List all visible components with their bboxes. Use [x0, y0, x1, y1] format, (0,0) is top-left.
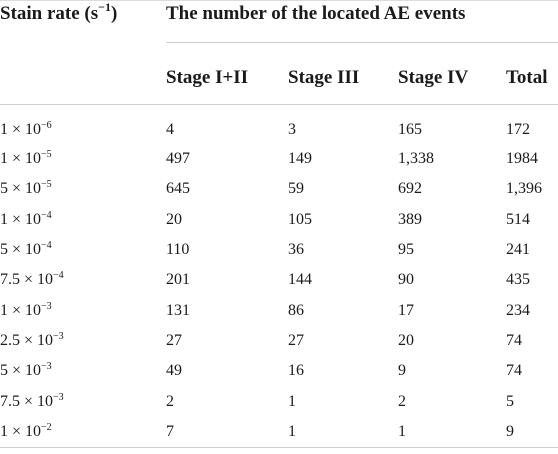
strain-rate-cell: 5 × 10−4 [0, 240, 52, 259]
table-row: 2.5 × 10−3 27 27 20 74 [0, 326, 558, 356]
stage-3-cell: 105 [288, 210, 312, 228]
table-body: 1 × 10−6 4 3 165 172 1 × 10−5 497 149 1,338 1984 5… [0, 105, 558, 448]
stage-3-cell: 1 [288, 416, 398, 448]
stage-3-cell: 27 [288, 331, 304, 349]
stage-1-2-cell: 27 [166, 331, 182, 349]
stage-1-2-header: Stage I+II [166, 66, 249, 88]
table-row: 1 × 10−4 20 105 389 514 [0, 205, 558, 235]
stage-4-cell: 389 [398, 210, 422, 228]
strain-rate-header: Stain rate (s−1) [0, 0, 118, 24]
header-row-1: Stain rate (s−1) The number of the locat… [0, 0, 558, 43]
stage-4-header: Stage IV [398, 66, 469, 88]
total-cell: 74 [506, 331, 522, 349]
table-row: 5 × 10−3 49 16 9 74 [0, 356, 558, 386]
stage-1-2-cell: 7 [166, 416, 288, 448]
table-row: 7.5 × 10−3 2 1 2 5 [0, 386, 558, 416]
total-cell: 172 [506, 120, 530, 138]
total-header: Total [506, 66, 548, 88]
stage-4-cell: 1,338 [398, 150, 434, 168]
stage-1-2-cell: 4 [166, 120, 174, 138]
table-row: 1 × 10−5 497 149 1,338 1984 [0, 144, 558, 174]
strain-rate-cell: 2.5 × 10−3 [0, 330, 64, 349]
stage-4-cell: 20 [398, 331, 414, 349]
strain-rate-cell: 1 × 10−3 [0, 300, 52, 319]
table-row: 1 × 10−6 4 3 165 172 [0, 105, 558, 145]
stage-3-cell: 149 [288, 150, 312, 168]
total-cell: 1,396 [506, 180, 542, 198]
table-row: 1 × 10−3 131 86 17 234 [0, 295, 558, 325]
stage-4-cell: 2 [398, 392, 406, 410]
strain-rate-cell: 7.5 × 10−3 [0, 391, 64, 410]
stage-3-cell: 36 [288, 241, 304, 259]
total-cell: 9 [506, 416, 558, 448]
table-row: 7.5 × 10−4 201 144 90 435 [0, 265, 558, 295]
total-cell: 241 [506, 241, 530, 259]
total-cell: 514 [506, 210, 530, 228]
stage-1-2-cell: 497 [166, 150, 190, 168]
strain-rate-cell: 7.5 × 10−4 [0, 270, 64, 289]
strain-rate-cell: 1 × 10−5 [0, 149, 52, 168]
ae-events-group-header: The number of the located AE events [166, 0, 558, 43]
stage-3-cell: 3 [288, 120, 296, 138]
stage-1-2-cell: 645 [166, 180, 190, 198]
stage-3-cell: 86 [288, 301, 304, 319]
table-header: Stain rate (s−1) The number of the locat… [0, 0, 558, 105]
stage-1-2-cell: 2 [166, 392, 174, 410]
table-row: 5 × 10−4 110 36 95 241 [0, 235, 558, 265]
stage-3-cell: 59 [288, 180, 304, 198]
header-row-2: Stage I+II Stage III Stage IV Total [0, 43, 558, 105]
stage-3-cell: 144 [288, 271, 312, 289]
strain-rate-cell: 5 × 10−5 [0, 179, 52, 198]
total-cell: 5 [506, 392, 514, 410]
stage-1-2-cell: 20 [166, 210, 182, 228]
strain-rate-cell: 1 × 10−4 [0, 209, 52, 228]
stage-1-2-cell: 201 [166, 271, 190, 289]
strain-rate-cell: 5 × 10−3 [0, 361, 52, 380]
total-cell: 234 [506, 301, 530, 319]
stage-4-cell: 17 [398, 301, 414, 319]
stage-4-cell: 165 [398, 120, 422, 138]
stage-4-cell: 95 [398, 241, 414, 259]
strain-rate-cell: 1 × 10−2 [0, 416, 166, 448]
stage-3-cell: 1 [288, 392, 296, 410]
table-row: 1 × 10−2 7 1 1 9 [0, 416, 558, 448]
table-row: 5 × 10−5 645 59 692 1,396 [0, 174, 558, 204]
total-cell: 74 [506, 362, 522, 380]
stage-1-2-cell: 131 [166, 301, 190, 319]
stage-1-2-cell: 110 [166, 241, 190, 259]
stage-3-header: Stage III [288, 66, 360, 88]
strain-rate-cell: 1 × 10−6 [0, 119, 52, 138]
stage-3-cell: 16 [288, 362, 304, 380]
stage-1-2-cell: 49 [166, 362, 182, 380]
stage-4-cell: 1 [398, 416, 506, 448]
total-cell: 1984 [506, 150, 538, 168]
stage-4-cell: 9 [398, 362, 406, 380]
stage-4-cell: 692 [398, 180, 422, 198]
stage-4-cell: 90 [398, 271, 414, 289]
total-cell: 435 [506, 271, 530, 289]
